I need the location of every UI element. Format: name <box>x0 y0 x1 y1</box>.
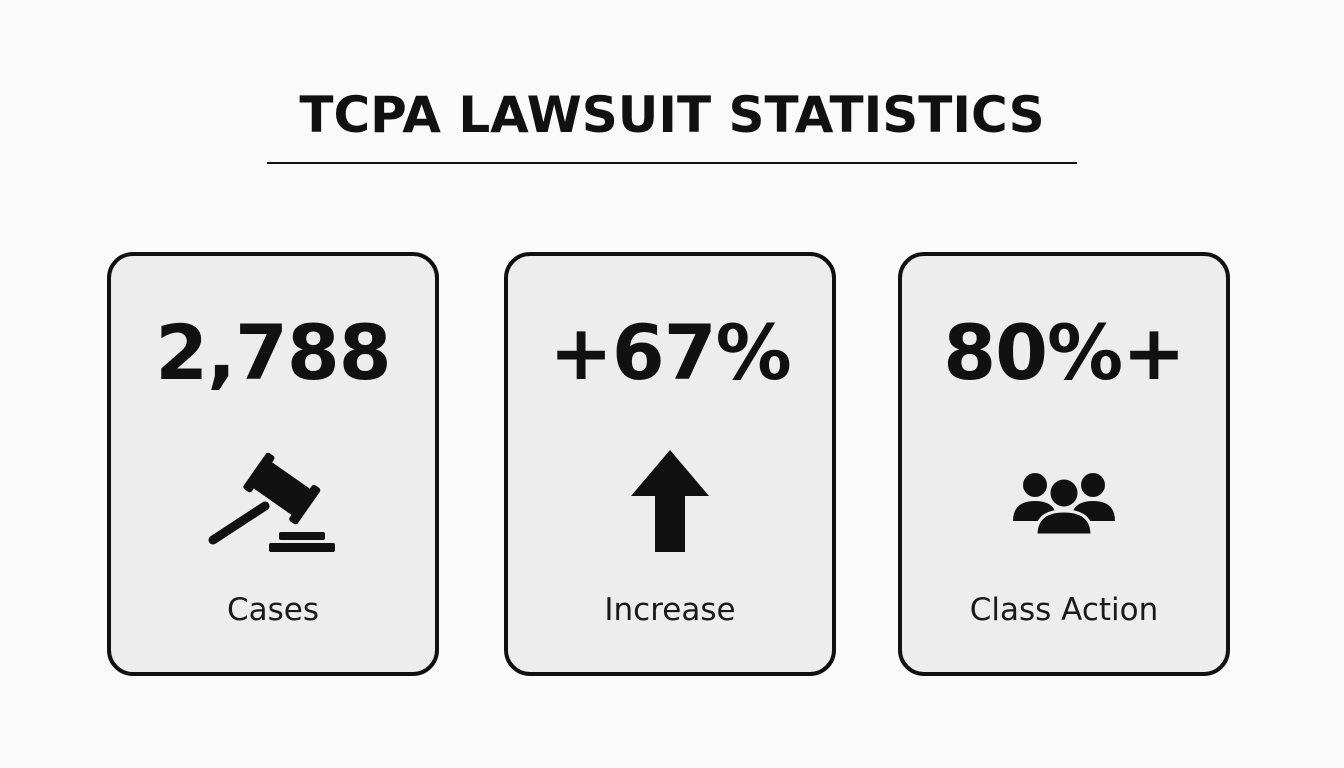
stat-card-cases: 2,788 Cases <box>107 252 439 676</box>
stat-value: 2,788 <box>155 308 391 397</box>
page-title: TCPA LAWSUIT STATISTICS <box>299 86 1045 144</box>
stat-card-increase: +67% Increase <box>504 252 836 676</box>
stat-label: Increase <box>604 592 736 628</box>
stat-label: Class Action <box>969 592 1159 628</box>
stat-value: 80%+ <box>943 308 1186 397</box>
stat-card-class-action: 80%+ Class Action <box>898 252 1230 676</box>
stat-label: Cases <box>226 592 320 628</box>
title-divider <box>267 162 1077 164</box>
group-icon <box>902 436 1226 566</box>
gavel-icon <box>111 436 435 566</box>
stat-value: +67% <box>549 308 792 397</box>
arrow-up-icon <box>508 436 832 566</box>
